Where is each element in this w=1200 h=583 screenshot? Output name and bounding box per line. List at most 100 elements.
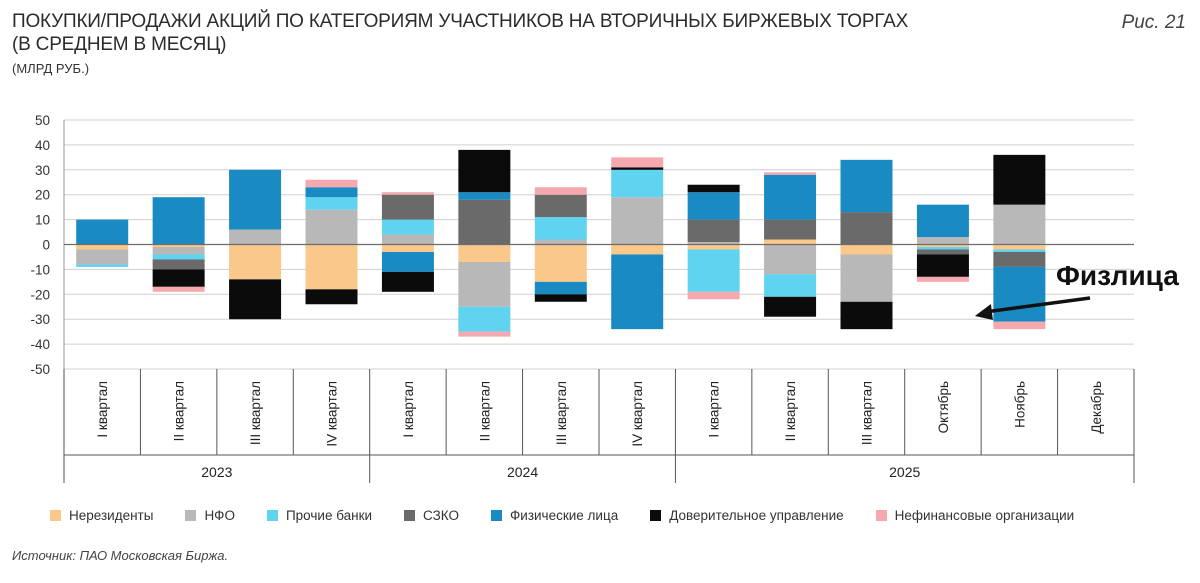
bar-segment <box>534 294 587 302</box>
legend-item: Физические лица <box>491 508 618 523</box>
category-label: IV квартал <box>325 381 340 447</box>
legend-item: Нефинансовые организации <box>875 508 1075 523</box>
category-label: II квартал <box>477 381 492 441</box>
category-label: Ноябрь <box>1012 381 1027 428</box>
bar-segment <box>76 219 129 245</box>
bar-segment <box>764 274 817 297</box>
bar-segment <box>993 244 1046 250</box>
figure-label: Рис. 21 <box>1121 12 1186 33</box>
bar-segment <box>687 242 740 245</box>
bar-segment <box>687 249 740 292</box>
bar-segment <box>993 249 1046 252</box>
bar-segment <box>764 174 817 220</box>
bar-segment <box>993 204 1046 245</box>
legend-label: Доверительное управление <box>669 508 844 523</box>
legend-label: НФО <box>204 508 235 523</box>
bar-segment <box>305 197 358 210</box>
y-tick-label: -30 <box>30 312 50 327</box>
chart-legend: Нерезиденты НФО Прочие банки СЗКО Физические… <box>50 508 1106 523</box>
legend-swatch <box>650 510 662 521</box>
category-label: III квартал <box>860 381 875 445</box>
category-label: III квартал <box>554 381 569 445</box>
legend-swatch <box>491 510 503 521</box>
bar-segment <box>534 281 587 295</box>
legend-label: СЗКО <box>423 508 460 523</box>
y-tick-label: 50 <box>35 113 50 128</box>
bar-segment <box>611 157 664 168</box>
bar-segment <box>534 244 587 282</box>
legend-swatch <box>50 510 61 521</box>
legend-item: СЗКО <box>404 508 459 523</box>
bar-segment <box>916 244 969 247</box>
bar-segment <box>840 254 893 302</box>
bar-segment <box>764 172 817 175</box>
bar-segment <box>152 269 205 287</box>
chart-title: ПОКУПКИ/ПРОДАЖИ АКЦИЙ ПО КАТЕГОРИЯМ УЧАС… <box>12 10 1052 56</box>
bar-segment <box>764 219 817 240</box>
bar-segment <box>305 289 358 305</box>
bar-segment <box>993 321 1046 330</box>
chart-title-line2: (В СРЕДНЕМ В МЕСЯЦ) <box>12 34 227 55</box>
bar-segment <box>687 291 740 300</box>
legend-label: Нерезиденты <box>69 508 154 523</box>
bar-segment <box>381 219 434 235</box>
bar-segment <box>381 234 434 245</box>
bar-segment <box>534 187 587 195</box>
bar-segment <box>687 192 740 220</box>
bar-segment <box>534 194 587 218</box>
category-label: III квартал <box>248 381 263 445</box>
bar-segment <box>305 209 358 245</box>
y-tick-label: -40 <box>30 337 50 352</box>
bar-segment <box>611 197 664 245</box>
source-note: Источник: ПАО Московская Биржа. <box>12 548 229 563</box>
y-tick-label: 40 <box>35 138 50 153</box>
bar-segment <box>76 249 129 265</box>
bar-segment <box>152 244 205 247</box>
bar-segment <box>534 217 587 240</box>
bar-segment <box>993 266 1046 322</box>
bar-segment <box>687 244 740 250</box>
bar-segment <box>152 286 205 292</box>
category-label: Октябрь <box>936 381 951 433</box>
bar-segment <box>229 169 282 230</box>
bar-segment <box>152 197 205 245</box>
bar-segment <box>916 204 969 238</box>
bar-segment <box>764 296 817 317</box>
y-tick-label: 30 <box>35 163 50 178</box>
annotation-arrow-head <box>974 304 993 320</box>
legend-swatch <box>404 510 416 521</box>
bar-segment <box>458 331 511 337</box>
bar-segment <box>152 246 205 255</box>
chart-units: (МЛРД РУБ.) <box>12 61 90 76</box>
legend-swatch <box>185 510 197 521</box>
legend-label: Нефинансовые организации <box>894 508 1075 523</box>
legend-label: Физические лица <box>510 508 619 523</box>
bar-segment <box>993 154 1046 205</box>
bar-segment <box>305 187 358 198</box>
bar-segment <box>916 254 969 277</box>
bar-segment <box>611 167 664 170</box>
bar-segment <box>76 264 129 267</box>
bar-segment <box>229 229 282 245</box>
legend-item: Доверительное управление <box>650 508 844 523</box>
stacked-bar-chart: 50 40 30 20 10 0 -10 -20 -30 -40 -50 I квартал II кв… <box>30 113 1135 483</box>
category-label: II квартал <box>172 381 187 441</box>
bar-segment <box>152 254 205 260</box>
category-label: Декабрь <box>1089 381 1104 434</box>
bar-segment <box>458 261 511 307</box>
bar-segment <box>764 244 817 275</box>
bar-segment <box>916 276 969 282</box>
bar-segment <box>458 199 511 245</box>
y-tick-label: 0 <box>42 238 50 253</box>
y-tick-label: -20 <box>30 287 50 302</box>
bar-segment <box>916 249 969 255</box>
bar-segment <box>458 149 511 193</box>
bar-segment <box>840 301 893 330</box>
bar-segment <box>840 212 893 245</box>
bar-segment <box>916 237 969 245</box>
group-label: 2025 <box>889 464 920 480</box>
legend-swatch <box>266 510 278 521</box>
bar-segment <box>305 179 358 188</box>
bar-segment <box>916 246 969 250</box>
bar-segment <box>381 251 434 272</box>
